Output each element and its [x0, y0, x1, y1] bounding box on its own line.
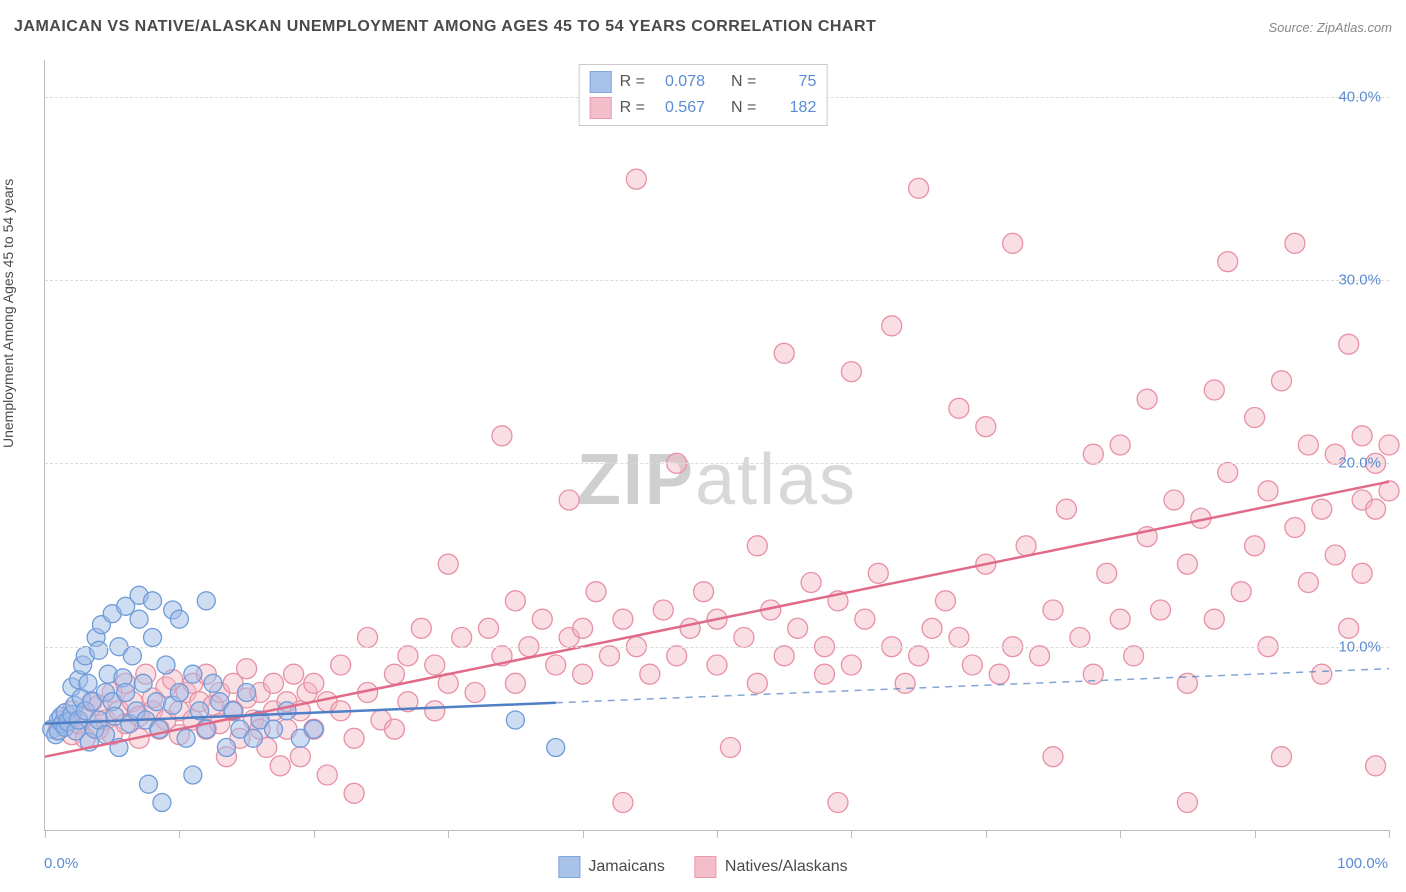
bottom-legend: Jamaicans Natives/Alaskans	[558, 856, 847, 878]
y-tick-label: 40.0%	[1338, 88, 1381, 105]
source-attribution: Source: ZipAtlas.com	[1268, 20, 1392, 35]
plot-area: ZIPatlas 10.0%20.0%30.0%40.0%	[44, 60, 1389, 831]
x-axis-max-label: 100.0%	[1337, 855, 1388, 872]
legend-item-natives: Natives/Alaskans	[695, 856, 848, 878]
chart-title: JAMAICAN VS NATIVE/ALASKAN UNEMPLOYMENT …	[14, 18, 876, 36]
natives-swatch-icon	[695, 856, 717, 878]
natives-swatch	[590, 97, 612, 119]
stats-legend-box: R = 0.078 N = 75 R = 0.567 N = 182	[579, 64, 828, 126]
y-axis-label: Unemployment Among Ages 45 to 54 years	[0, 179, 16, 448]
stats-row-jamaicans: R = 0.078 N = 75	[590, 69, 817, 95]
stats-row-natives: R = 0.567 N = 182	[590, 95, 817, 121]
chart-header: JAMAICAN VS NATIVE/ALASKAN UNEMPLOYMENT …	[14, 18, 1392, 36]
jamaicans-swatch-icon	[558, 856, 580, 878]
chart-svg	[45, 60, 1389, 830]
y-tick-label: 20.0%	[1338, 455, 1381, 472]
y-tick-label: 30.0%	[1338, 272, 1381, 289]
jamaicans-swatch	[590, 71, 612, 93]
legend-item-jamaicans: Jamaicans	[558, 856, 664, 878]
x-axis-min-label: 0.0%	[44, 855, 78, 872]
y-tick-label: 10.0%	[1338, 638, 1381, 655]
